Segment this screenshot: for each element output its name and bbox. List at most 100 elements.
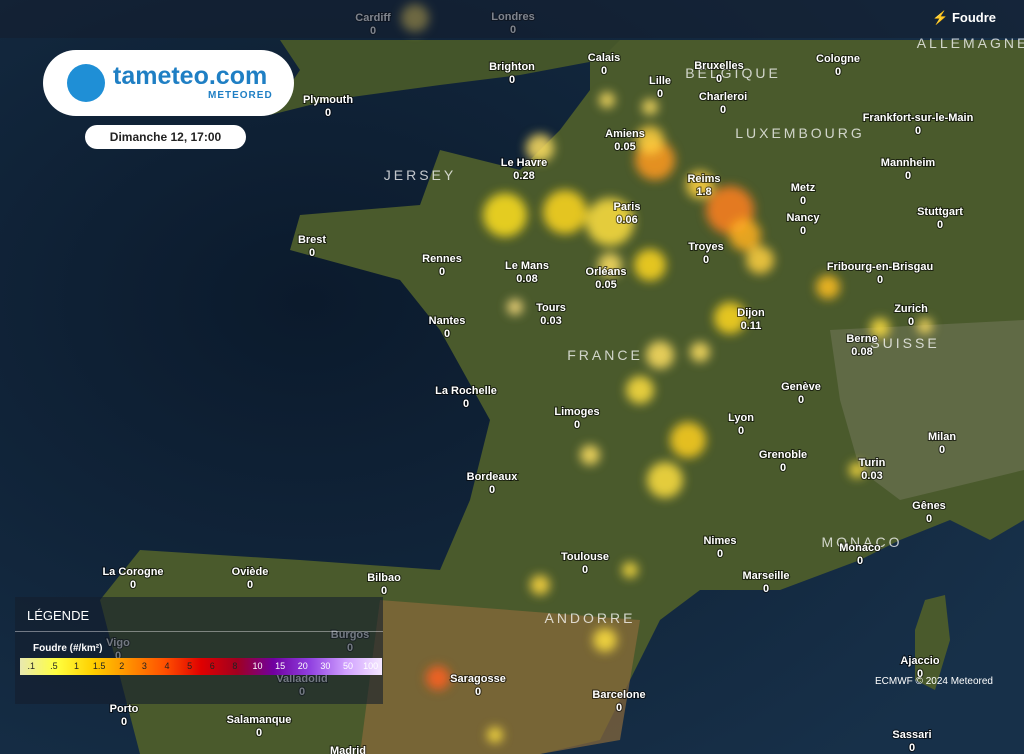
- scale-label: 10: [252, 661, 263, 671]
- city-value: 0: [489, 484, 495, 496]
- city-value: 0: [780, 462, 786, 474]
- city-name: La Rochelle: [435, 385, 497, 397]
- city-name: Zurich: [894, 303, 928, 315]
- city-name: Milan: [928, 431, 956, 443]
- date-pill[interactable]: Dimanche 12, 17:00: [85, 125, 246, 149]
- city-name: Dijon: [737, 307, 765, 319]
- lightning-cell: [487, 727, 503, 743]
- city-name: Gênes: [912, 500, 946, 512]
- land: [100, 40, 1024, 754]
- city-name: Metz: [791, 182, 816, 194]
- lightning-layer: [401, 4, 933, 743]
- scale-label: 20: [297, 661, 308, 671]
- city-name: Paris: [614, 201, 641, 213]
- city-name: Berne: [846, 333, 877, 345]
- logo-text: tameteo.com: [113, 62, 268, 90]
- lightning-cell: [483, 193, 527, 237]
- scale-label: 1.5: [92, 661, 106, 671]
- city-value: 0: [917, 668, 923, 680]
- city-value: 0: [763, 583, 769, 595]
- logo[interactable]: tameteo.com METEORED: [43, 50, 294, 116]
- scale-label: 3: [141, 661, 147, 671]
- lightning-cell: [714, 302, 746, 334]
- city-value: 0: [703, 254, 709, 266]
- city-name: La Corogne: [102, 566, 163, 578]
- lightning-cell: [642, 99, 658, 115]
- lightning-cell: [526, 134, 554, 162]
- city-value: 1.8: [696, 186, 711, 198]
- scale-label: 100: [363, 661, 379, 671]
- city-value: 0: [381, 585, 387, 597]
- city-name: Oviède: [232, 566, 269, 578]
- legend-subtitle: Foudre (#/km²): [33, 643, 103, 654]
- city-name: Brest: [298, 234, 326, 246]
- scale-label: 4: [164, 661, 170, 671]
- scale-label: 1: [74, 661, 80, 671]
- lightning-cell: [426, 666, 450, 690]
- city-value: 0: [720, 104, 726, 116]
- lightning-cell: [543, 190, 587, 234]
- city-name: Reims: [687, 173, 720, 185]
- city-name: Frankfort-sur-le-Main: [863, 112, 974, 124]
- lightning-cell: [686, 171, 714, 199]
- scale-label: .1: [27, 661, 36, 671]
- lightning-cell: [670, 422, 706, 458]
- city-name: Nancy: [786, 212, 820, 224]
- lightning-cell: [636, 126, 664, 154]
- city-name: Porto: [110, 703, 139, 715]
- city-value: 0: [463, 398, 469, 410]
- city-name: Sassari: [892, 729, 931, 741]
- city-name: Limoges: [554, 406, 599, 418]
- city-name: Bruxelles: [694, 60, 744, 72]
- city-name: Rennes: [422, 253, 462, 265]
- logo-icon: [67, 64, 105, 102]
- city-name: Stuttgart: [917, 206, 963, 218]
- lightning-cell: [586, 198, 634, 246]
- city-value: 0: [908, 316, 914, 328]
- lightning-cell: [530, 575, 550, 595]
- city-value: 0: [939, 444, 945, 456]
- lightning-cell: [690, 342, 710, 362]
- city-name: Madrid: [330, 745, 366, 754]
- city-value: 0: [798, 394, 804, 406]
- city-value: 0: [130, 579, 136, 591]
- city-value: 0.08: [516, 273, 537, 285]
- country-label: JERSEY: [384, 167, 456, 183]
- legend: LÉGENDE Foudre (#/km²) .1 .5 1 1.5 2 3 4 5 6 8 10 1…: [15, 597, 383, 704]
- city-name: Marseille: [742, 570, 789, 582]
- city-name: Nimes: [703, 535, 736, 547]
- scale-label: .5: [50, 661, 58, 671]
- country-label: LUXEMBOURG: [735, 125, 865, 141]
- land-uk: [270, 40, 620, 115]
- city-name: Bordeaux: [467, 471, 519, 483]
- city-value: 0: [325, 107, 331, 119]
- city-name: Turin: [859, 457, 886, 469]
- country-label: ANDORRE: [544, 610, 635, 626]
- lightning-cell: [870, 318, 890, 338]
- layer-name: Foudre: [951, 10, 996, 25]
- legend-title: LÉGENDE: [27, 608, 90, 623]
- land-spain: [360, 600, 640, 754]
- country-label: ALLEMAGNE: [917, 35, 1024, 51]
- city-value: 0: [439, 266, 445, 278]
- layer-toggle[interactable]: ⚡ Foudre: [932, 10, 996, 25]
- city-name: Toulouse: [561, 551, 609, 563]
- divider: [15, 631, 383, 632]
- country-label: MONACO: [822, 534, 903, 550]
- lightning-cell: [634, 249, 666, 281]
- lightning-cell: [580, 445, 600, 465]
- city-name: Salamanque: [227, 714, 292, 726]
- scale-label: 30: [320, 661, 331, 671]
- city-name: Orléans: [586, 266, 627, 278]
- city-value: 0: [716, 73, 722, 85]
- lightning-cell: [598, 253, 622, 277]
- lightning-cell: [917, 318, 933, 334]
- scale-label: 6: [209, 661, 215, 671]
- brand: METEORED: [208, 90, 273, 101]
- city-name: Saragosse: [450, 673, 506, 685]
- lightning-cell: [647, 462, 683, 498]
- city-value: 0: [877, 274, 883, 286]
- city-name: Barcelone: [592, 689, 645, 701]
